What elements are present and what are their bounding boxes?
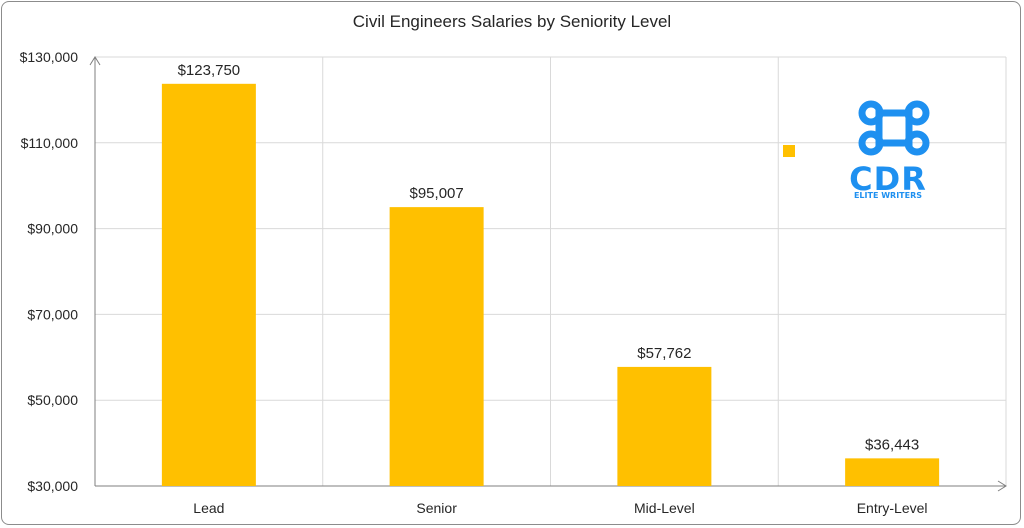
x-tick-label: Senior (416, 500, 457, 516)
data-label: $57,762 (637, 345, 691, 362)
data-label: $123,750 (178, 62, 241, 79)
logo-subtext: ELITE WRITERS (854, 191, 922, 200)
data-label: $36,443 (865, 436, 919, 453)
legend-marker (783, 145, 795, 157)
cdr-logo: CDR ELITE WRITERS (849, 100, 930, 200)
bar (617, 366, 712, 486)
x-axis-arrow (997, 480, 1007, 492)
bar (389, 207, 484, 486)
data-label: $95,007 (410, 185, 464, 202)
y-tick-label: $70,000 (27, 306, 78, 322)
logo-text: CDR (849, 160, 927, 198)
bar (845, 458, 940, 486)
x-tick-label: Lead (193, 500, 224, 516)
y-axis-arrow (89, 56, 101, 66)
y-tick-label: $130,000 (20, 49, 79, 65)
labels: $30,000 $50,000 $70,000 $90,000 $110,000 $130… (20, 49, 928, 516)
x-tick-label: Mid-Level (634, 500, 695, 516)
bar (161, 83, 256, 486)
command-key-icon (858, 100, 930, 156)
x-tick-label: Entry-Level (857, 500, 928, 516)
chart-title: Civil Engineers Salaries by Seniority Le… (352, 12, 672, 31)
y-tick-label: $30,000 (27, 478, 78, 494)
y-tick-label: $50,000 (27, 392, 78, 408)
y-tick-label: $90,000 (27, 221, 78, 237)
bars (161, 83, 940, 486)
y-tick-label: $110,000 (21, 135, 79, 151)
